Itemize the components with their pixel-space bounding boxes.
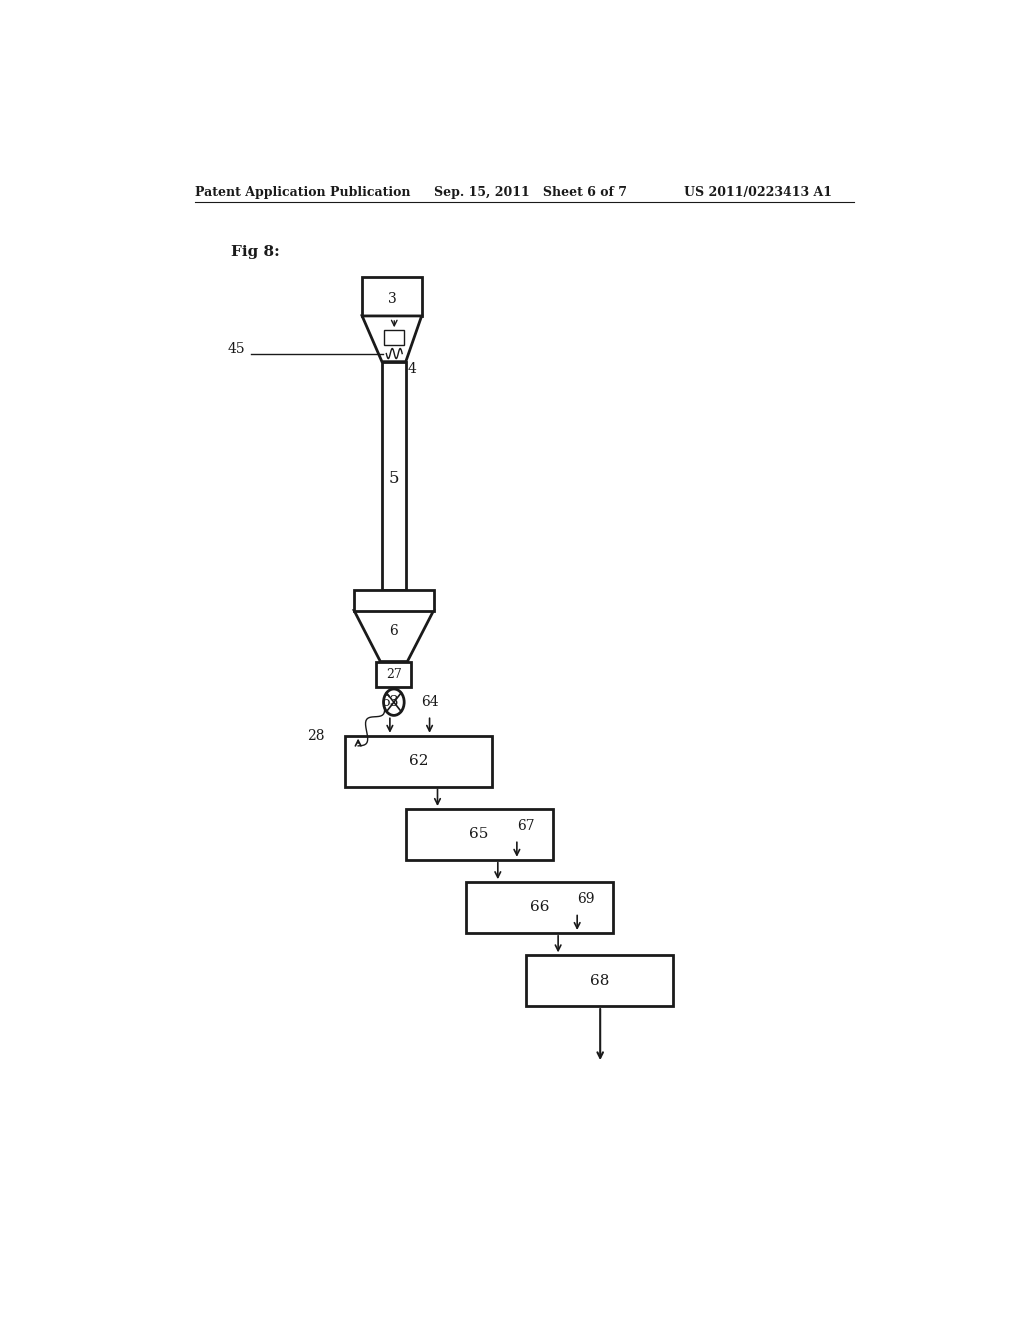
FancyBboxPatch shape (362, 277, 422, 315)
Text: 45: 45 (227, 342, 246, 356)
Text: 63: 63 (381, 696, 398, 709)
FancyBboxPatch shape (466, 882, 613, 933)
Text: 27: 27 (386, 668, 401, 681)
FancyBboxPatch shape (526, 956, 673, 1006)
Text: 28: 28 (307, 729, 325, 743)
Text: 69: 69 (578, 892, 595, 907)
FancyBboxPatch shape (354, 590, 433, 611)
Text: 67: 67 (517, 820, 535, 833)
Text: 4: 4 (408, 362, 416, 376)
Text: 62: 62 (410, 754, 429, 768)
FancyBboxPatch shape (345, 735, 493, 787)
Text: Fig 8:: Fig 8: (231, 246, 280, 259)
Text: 3: 3 (388, 292, 396, 306)
Polygon shape (354, 611, 433, 661)
Text: 5: 5 (388, 470, 399, 487)
Text: 64: 64 (421, 696, 438, 709)
Text: 6: 6 (389, 624, 398, 638)
Text: Patent Application Publication: Patent Application Publication (196, 186, 411, 199)
FancyBboxPatch shape (382, 362, 406, 590)
Text: 68: 68 (590, 974, 609, 987)
Text: US 2011/0223413 A1: US 2011/0223413 A1 (684, 186, 831, 199)
FancyBboxPatch shape (384, 330, 404, 346)
Text: 65: 65 (469, 828, 488, 841)
Text: 66: 66 (529, 900, 549, 915)
FancyBboxPatch shape (406, 809, 553, 859)
Polygon shape (362, 315, 422, 362)
FancyBboxPatch shape (377, 661, 412, 686)
Text: Sep. 15, 2011   Sheet 6 of 7: Sep. 15, 2011 Sheet 6 of 7 (433, 186, 627, 199)
